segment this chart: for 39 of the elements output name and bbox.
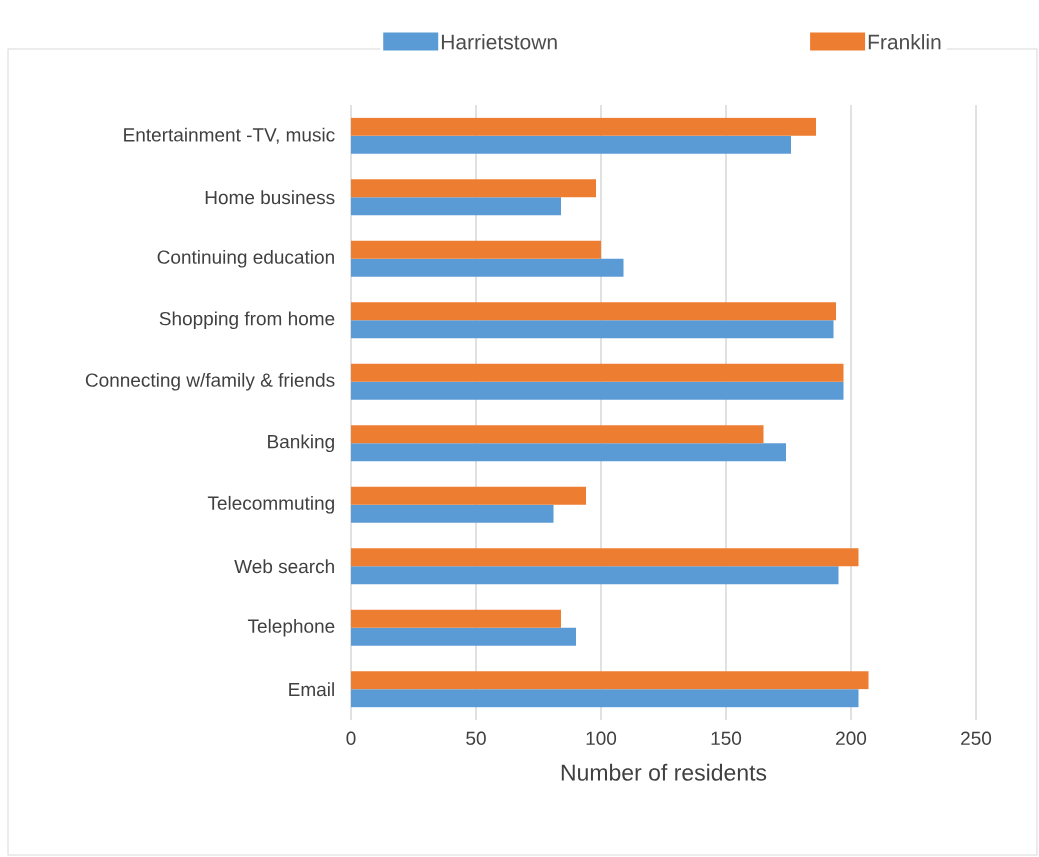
y-tick-label: Web search: [234, 559, 334, 574]
bar: [351, 443, 787, 462]
bar: [351, 566, 839, 585]
bar: [351, 135, 791, 154]
x-tick-label: 250: [961, 731, 992, 745]
y-tick-label: Home business: [205, 190, 335, 205]
y-tick-label: Banking: [268, 434, 334, 453]
y-tick-label: Telephone: [247, 618, 335, 637]
bar: [351, 627, 576, 646]
bar: [351, 197, 561, 216]
y-tick-label: Shopping from home: [159, 311, 335, 330]
x-tick-label: 0: [346, 731, 356, 745]
bar: [351, 179, 596, 198]
bar: [351, 117, 816, 136]
y-tick-label: Email: [289, 682, 334, 697]
y-tick-label: Entertainment -TV, music: [124, 127, 335, 144]
bar: [351, 381, 844, 400]
x-tick-label: 150: [711, 731, 742, 745]
bar: [351, 504, 554, 523]
bar: [351, 320, 834, 339]
bar: [351, 258, 624, 277]
bar: [351, 689, 859, 708]
y-tick-label: Continuing education: [157, 249, 334, 268]
bar: [351, 548, 859, 567]
x-axis-title: Number of residents: [561, 763, 767, 781]
y-tick-label: Connecting w/family & friends: [85, 372, 335, 391]
bar: [351, 425, 764, 444]
bar: [351, 363, 844, 382]
bar: [351, 240, 601, 259]
y-tick-label: Telecommuting: [207, 495, 334, 514]
x-tick-label: 50: [466, 731, 486, 745]
bar: [351, 671, 869, 690]
bar: [351, 609, 561, 628]
bar: [351, 302, 836, 321]
legend-label: Harrietstown: [441, 34, 557, 50]
x-tick-label: 200: [836, 731, 867, 745]
legend-label: Franklin: [868, 34, 941, 50]
x-tick-label: 100: [586, 731, 617, 745]
bar: [351, 486, 586, 505]
